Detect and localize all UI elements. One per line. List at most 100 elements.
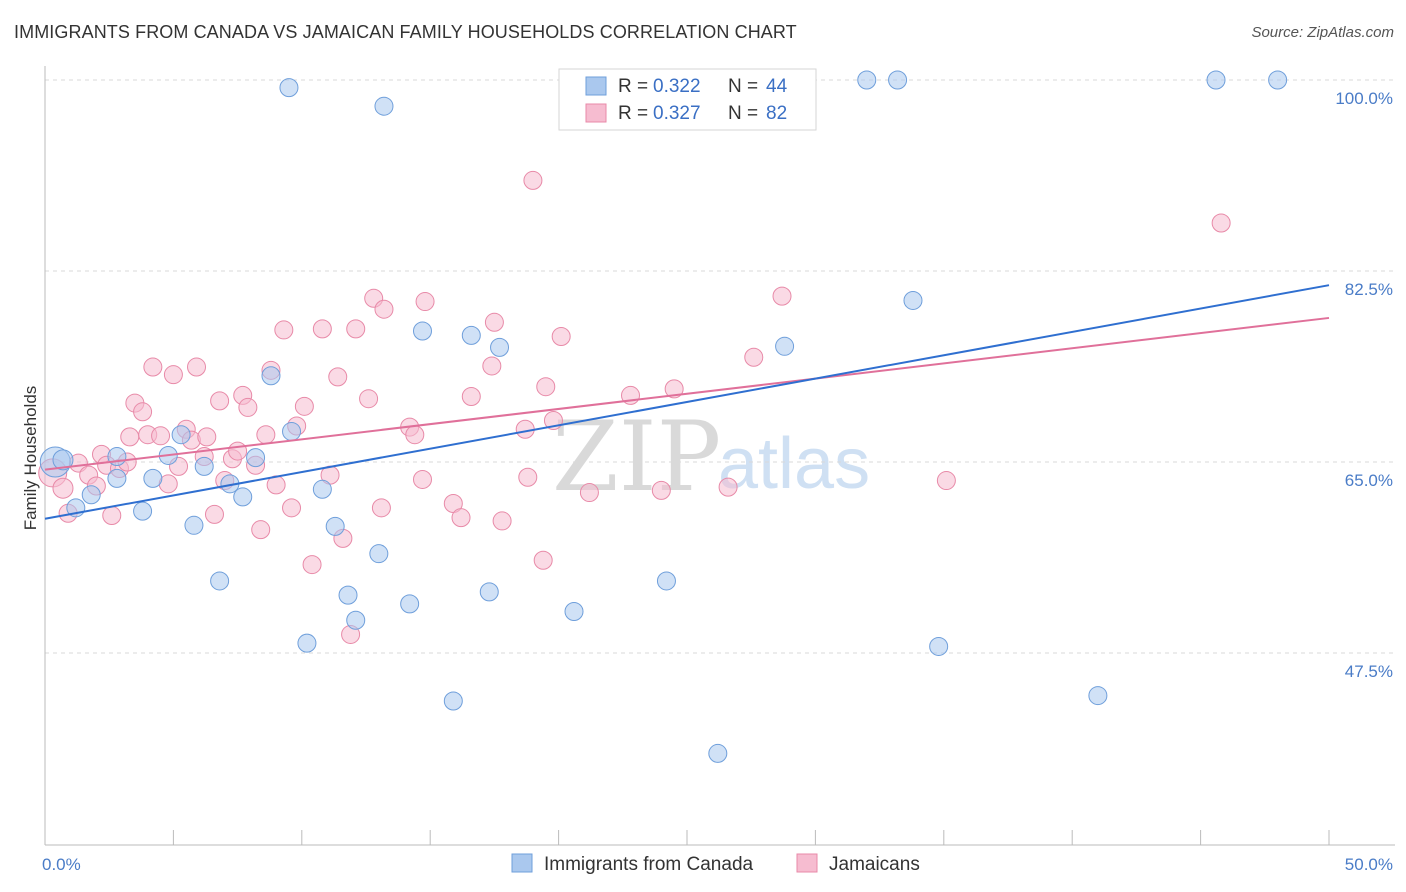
jamaicans-point-53	[405, 425, 425, 445]
jamaicans-point-42	[312, 319, 332, 339]
canada-point-6	[133, 501, 153, 521]
jamaicans-point-68	[551, 326, 571, 346]
jamaicans-point-34	[256, 425, 276, 445]
canada-point-19	[297, 633, 317, 653]
canada-point-23	[346, 610, 366, 630]
bottom-legend-label-jamaicans: Jamaicans	[829, 854, 920, 875]
watermark-zip: ZIP	[552, 401, 721, 513]
canada-point-15	[246, 448, 266, 468]
canada-point-25	[374, 96, 394, 116]
jamaicans-point-60	[484, 312, 504, 332]
grid-lines	[45, 79, 1395, 654]
canada-point-28	[443, 691, 463, 711]
canada-point-22	[338, 585, 358, 605]
y-tick-label-1: 82.5%	[1345, 280, 1393, 299]
jamaicans-point-59	[482, 356, 502, 376]
jamaicans-point-73	[718, 477, 738, 497]
legend-r2-label: R =	[618, 103, 648, 124]
canada-point-27	[412, 321, 432, 341]
jamaicans-point-69	[579, 483, 599, 503]
jamaicans-point-37	[274, 320, 294, 340]
trend-line-canada	[44, 284, 1330, 520]
canada-point-39	[929, 636, 949, 656]
trend-lines	[44, 284, 1330, 520]
jamaicans-point-76	[936, 471, 956, 491]
canada-point-16	[261, 366, 281, 386]
canada-point-3	[81, 485, 101, 505]
x-tick-label-0: 0.0%	[42, 855, 81, 874]
canada-point-20	[312, 479, 332, 499]
canada-point-31	[490, 337, 510, 357]
chart-title: IMMIGRANTS FROM CANADA VS JAMAICAN FAMIL…	[14, 22, 797, 42]
legend-r1-value: 0.322	[653, 76, 701, 97]
jamaicans-point-74	[744, 347, 764, 367]
canada-point-1	[52, 449, 74, 471]
jamaicans-point-16	[151, 426, 171, 446]
jamaicans-point-15	[143, 357, 163, 377]
jamaicans-point-22	[187, 357, 207, 377]
canada-point-37	[888, 70, 908, 90]
jamaicans-point-58	[461, 387, 481, 407]
jamaicans-point-64	[523, 170, 543, 190]
canada-point-10	[184, 515, 204, 535]
jamaicans-point-33	[251, 520, 271, 540]
canada-point-7	[143, 468, 163, 488]
trend-line-jamaicans	[44, 316, 1330, 471]
jamaicans-point-77	[1211, 213, 1231, 233]
y-tick-label-3: 47.5%	[1345, 662, 1393, 681]
canada-point-35	[775, 336, 795, 356]
canada-point-9	[171, 425, 191, 445]
jamaicans-point-40	[294, 396, 314, 416]
canada-point-32	[564, 602, 584, 622]
y-tick-label-2: 65.0%	[1345, 471, 1393, 490]
jamaicans-point-65	[533, 550, 553, 570]
jamaicans-point-54	[412, 469, 432, 489]
canada-point-41	[1206, 70, 1226, 90]
legend-r2-value: 0.327	[653, 103, 701, 124]
jamaicans-point-55	[415, 292, 435, 312]
canada-point-36	[857, 70, 877, 90]
jamaicans-point-63	[518, 467, 538, 487]
jamaicans-point-29	[228, 441, 248, 461]
jamaicans-point-66	[536, 377, 556, 397]
y-tick-label-0: 100.0%	[1335, 89, 1393, 108]
tick-labels: 100.0% 82.5% 65.0% 47.5% 0.0% 50.0%	[42, 89, 1393, 874]
jamaicans-point-8	[102, 505, 122, 525]
jamaicans-point-31	[238, 397, 258, 417]
canada-point-14	[233, 487, 253, 507]
jamaicans-point-1	[52, 477, 74, 499]
bottom-legend: Immigrants from Canada Jamaicans	[511, 853, 920, 875]
jamaicans-point-75	[772, 286, 792, 306]
legend-n1-label: N =	[728, 76, 758, 97]
canada-point-38	[903, 290, 923, 310]
jamaicans-point-41	[302, 555, 322, 575]
series-jamaicans	[38, 170, 1231, 644]
canada-point-40	[1088, 686, 1108, 706]
jamaicans-point-48	[359, 389, 379, 409]
jamaicans-point-50	[371, 498, 391, 518]
jamaicans-point-13	[133, 402, 153, 422]
bottom-legend-label-canada: Immigrants from Canada	[544, 854, 754, 875]
top-legend: R = 0.322 N = 44 R = 0.327 N = 82	[558, 68, 817, 131]
jamaicans-point-57	[451, 508, 471, 528]
canada-point-42	[1268, 70, 1288, 90]
legend-n2-label: N =	[728, 103, 758, 124]
series-immigrants-from-canada	[39, 70, 1288, 763]
bottom-legend-swatch-blue	[511, 853, 533, 873]
jamaicans-point-25	[204, 504, 224, 524]
canada-point-33	[656, 571, 676, 591]
legend-swatch-blue	[585, 76, 607, 96]
canada-point-11	[194, 456, 214, 476]
watermark-atlas: atlas	[718, 424, 870, 504]
canada-point-29	[461, 325, 481, 345]
jamaicans-point-18	[163, 365, 183, 385]
canada-point-34	[708, 743, 728, 763]
canada-point-21	[325, 516, 345, 536]
jamaicans-point-71	[651, 480, 671, 500]
legend-n1-value: 44	[766, 76, 788, 97]
jamaicans-point-72	[664, 379, 684, 399]
legend-n2-value: 82	[766, 103, 787, 124]
jamaicans-point-44	[328, 367, 348, 387]
jamaicans-point-61	[492, 511, 512, 531]
